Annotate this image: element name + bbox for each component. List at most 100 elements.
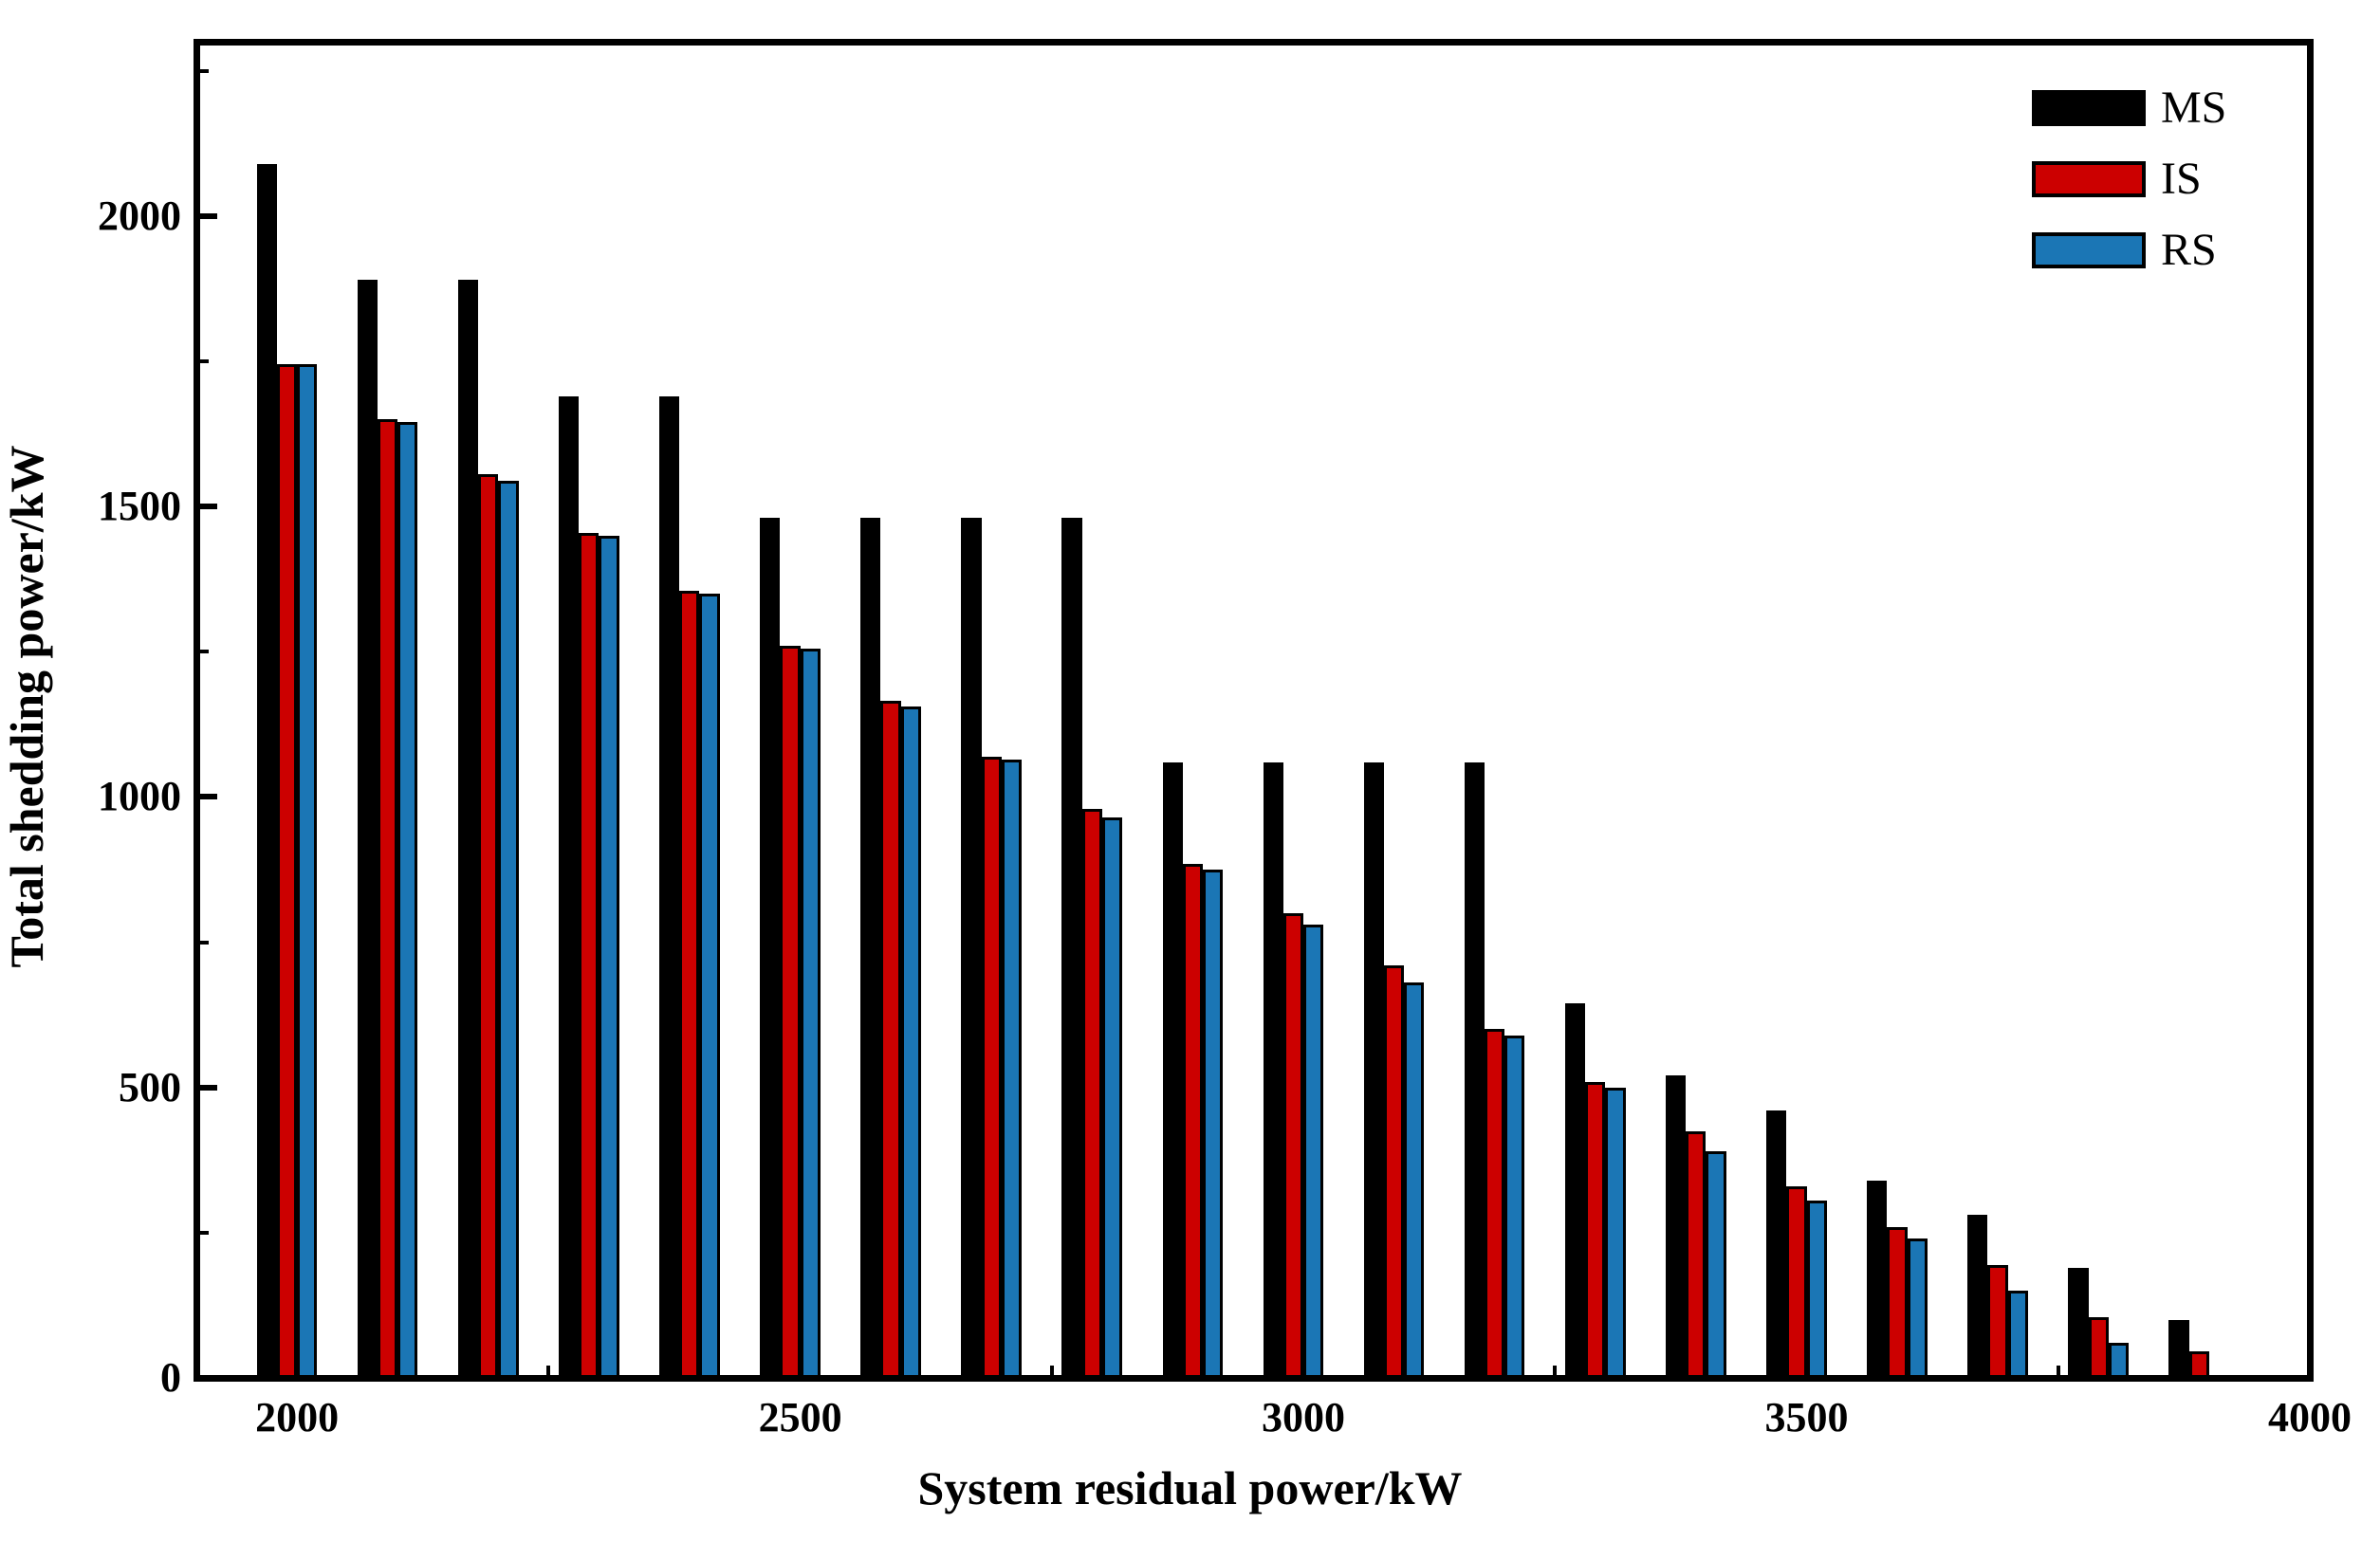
bar-RS-3700: [2007, 1291, 2028, 1378]
bar-RS-2100: [397, 422, 418, 1378]
y-tick-label: 2000: [98, 192, 181, 239]
bar-IS-2400: [679, 590, 700, 1378]
bar-MS-2100: [357, 280, 378, 1378]
bar-IS-2600: [880, 701, 901, 1378]
bar-RS-2500: [800, 649, 821, 1378]
bar-MS-2200: [457, 280, 479, 1378]
bar-MS-2300: [558, 395, 580, 1378]
bar-IS-3200: [1485, 1029, 1505, 1378]
bar-IS-3400: [1686, 1130, 1707, 1378]
bar-RS-2400: [699, 593, 720, 1378]
bar-IS-2700: [981, 756, 1002, 1378]
legend-swatch-ms: [2032, 90, 2146, 126]
x-major-tick: [1301, 1357, 1307, 1378]
bar-IS-3000: [1282, 912, 1304, 1378]
x-minor-tick: [1553, 1366, 1558, 1378]
y-axis-title: Total shedding power/kW: [0, 445, 53, 968]
y-tick-label: 0: [160, 1354, 181, 1401]
bar-MS-3300: [1564, 1002, 1586, 1378]
bar-MS-3900: [2168, 1319, 2189, 1378]
bar-IS-3100: [1383, 965, 1405, 1378]
legend: MS IS RS: [2032, 85, 2226, 299]
bar-MS-2800: [1061, 518, 1082, 1378]
x-tick-label: 2500: [758, 1394, 842, 1440]
bar-MS-2400: [659, 395, 680, 1378]
bar-RS-2900: [1202, 869, 1224, 1378]
bar-MS-2000: [256, 163, 277, 1378]
bar-IS-2500: [780, 646, 801, 1378]
legend-item-is: IS: [2032, 156, 2226, 202]
bar-MS-3700: [1967, 1215, 1988, 1378]
bar-RS-2600: [900, 706, 921, 1378]
bar-RS-2300: [599, 535, 619, 1378]
plot-spine-bottom: [193, 1374, 2314, 1382]
y-major-tick: [196, 212, 217, 219]
bar-MS-3100: [1363, 761, 1384, 1378]
bar-MS-3600: [1867, 1180, 1888, 1378]
bar-MS-3000: [1263, 761, 1283, 1378]
x-tick-label: 3000: [1262, 1394, 1346, 1440]
x-minor-tick: [546, 1366, 551, 1378]
bar-IS-2200: [478, 474, 499, 1378]
bar-MS-2600: [860, 518, 881, 1378]
bar-RS-3300: [1605, 1087, 1626, 1378]
legend-swatch-rs: [2032, 232, 2146, 268]
bar-IS-3700: [1987, 1264, 2008, 1378]
x-minor-tick: [1049, 1366, 1054, 1378]
bar-RS-3100: [1404, 982, 1425, 1378]
bar-MS-3800: [2068, 1267, 2089, 1378]
y-minor-tick: [196, 650, 209, 654]
bar-MS-3200: [1464, 761, 1485, 1378]
bar-IS-2000: [276, 363, 298, 1378]
x-minor-tick: [2056, 1366, 2060, 1378]
legend-label-rs: RS: [2161, 225, 2217, 275]
bar-RS-2000: [297, 363, 318, 1378]
y-major-tick: [196, 504, 217, 510]
bar-RS-2700: [1001, 759, 1022, 1378]
bar-RS-3500: [1806, 1201, 1827, 1378]
plot-spine-top: [193, 38, 2314, 46]
bar-RS-3200: [1504, 1035, 1525, 1378]
bar-RS-3400: [1706, 1151, 1726, 1378]
y-minor-tick: [196, 1230, 209, 1235]
y-tick-label: 1000: [98, 773, 181, 820]
y-tick-label: 1500: [98, 483, 181, 530]
bar-IS-3800: [2088, 1316, 2109, 1378]
legend-label-ms: MS: [2161, 83, 2227, 133]
bar-RS-3800: [2108, 1343, 2130, 1378]
bar-IS-3300: [1585, 1081, 1606, 1378]
y-minor-tick: [196, 68, 209, 73]
bar-RS-2800: [1101, 816, 1123, 1378]
x-tick-label: 4000: [2268, 1394, 2352, 1440]
y-minor-tick: [196, 940, 209, 945]
x-tick-label: 2000: [255, 1394, 340, 1440]
legend-item-ms: MS: [2032, 85, 2226, 131]
legend-item-rs: RS: [2032, 228, 2226, 273]
y-minor-tick: [196, 358, 209, 363]
bar-MS-2700: [961, 518, 982, 1378]
plot-spine-left: [193, 38, 200, 1382]
bar-IS-3600: [1887, 1226, 1908, 1378]
plot-spine-right: [2306, 38, 2314, 1382]
bar-RS-2200: [498, 480, 519, 1378]
bar-IS-2800: [1081, 808, 1102, 1378]
x-major-tick: [797, 1357, 803, 1378]
y-tick-label: 500: [119, 1063, 181, 1110]
x-major-tick: [1803, 1357, 1810, 1378]
bar-IS-2300: [579, 532, 600, 1378]
bar-MS-3500: [1766, 1110, 1787, 1378]
bar-MS-2900: [1162, 761, 1183, 1378]
bar-IS-2100: [377, 419, 398, 1378]
bar-IS-2900: [1182, 863, 1203, 1378]
x-axis-title: System residual power/kW: [917, 1461, 1463, 1514]
legend-swatch-is: [2032, 161, 2146, 197]
bar-IS-3500: [1786, 1185, 1807, 1378]
x-major-tick: [294, 1357, 301, 1378]
x-tick-label: 3500: [1764, 1394, 1849, 1440]
bar-MS-3400: [1665, 1075, 1687, 1378]
bar-MS-2500: [760, 518, 781, 1378]
legend-label-is: IS: [2161, 154, 2202, 204]
bar-RS-3000: [1303, 925, 1324, 1378]
y-major-tick: [196, 794, 217, 800]
